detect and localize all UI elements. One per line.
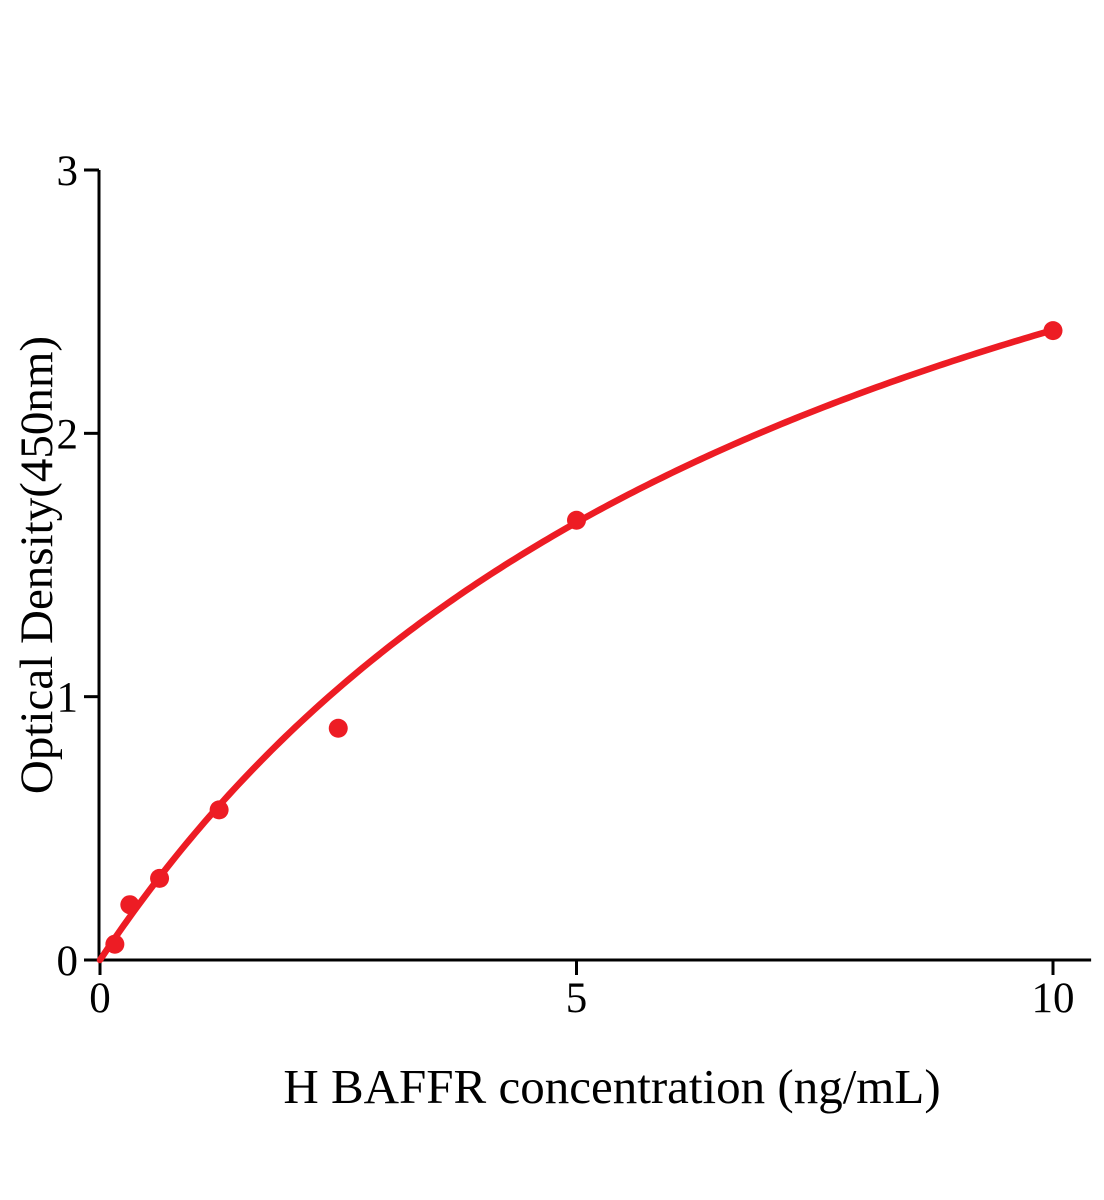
x-tick-label: 10	[1032, 975, 1075, 1022]
y-tick-label: 0	[57, 938, 79, 985]
data-point	[209, 800, 229, 820]
y-tick-label: 1	[57, 675, 79, 722]
data-point	[1043, 321, 1063, 341]
data-point	[120, 895, 140, 915]
x-tick-label: 5	[566, 975, 588, 1022]
y-tick-label: 2	[57, 411, 79, 458]
data-point	[328, 718, 348, 738]
y-axis-label: Optical Density(450nm)	[11, 335, 63, 795]
x-axis-label: H BAFFR concentration (ng/mL)	[283, 1059, 941, 1114]
x-tick-label: 0	[89, 975, 111, 1022]
fit-curve	[96, 326, 1057, 964]
data-point	[105, 934, 125, 954]
data-point	[567, 510, 586, 530]
y-tick-label: 3	[57, 148, 79, 195]
data-point	[150, 868, 170, 888]
